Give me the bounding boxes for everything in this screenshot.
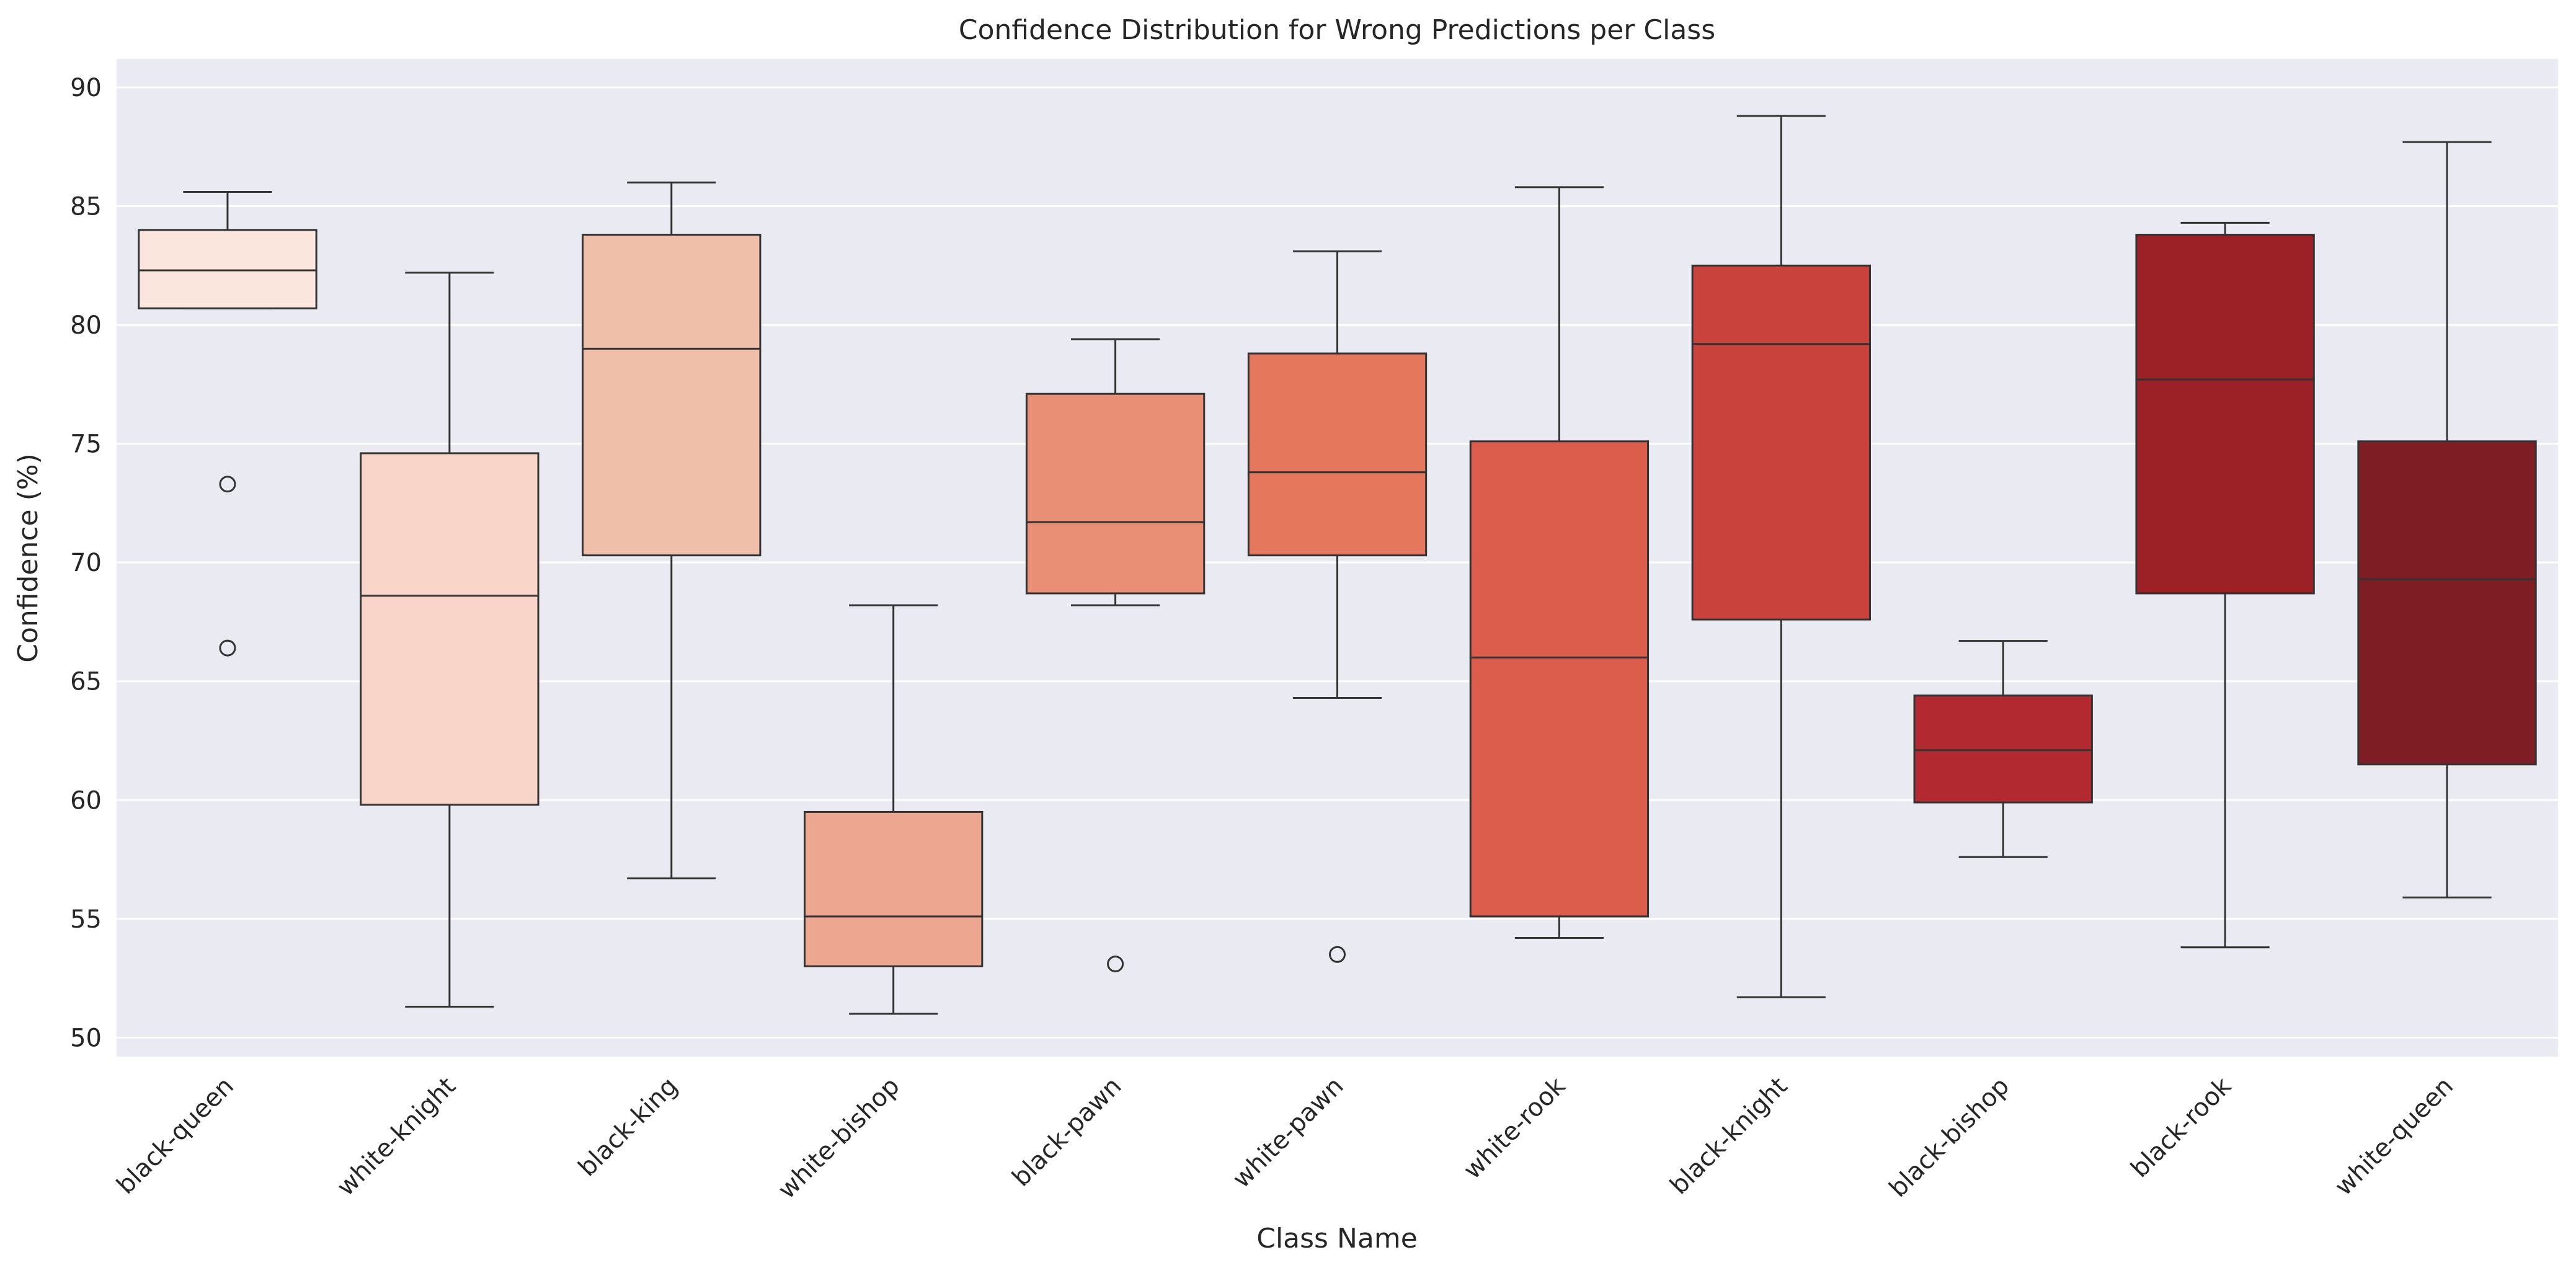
y-tick-label: 65	[70, 668, 102, 696]
iqr-box	[1247, 352, 1428, 557]
box-white-knight	[360, 272, 540, 1008]
outlier-point	[219, 476, 236, 493]
x-tick-labels: black-queen white-knight black-king white-b…	[112, 1071, 2459, 1204]
box-white-rook	[1469, 186, 1650, 939]
x-axis-title: Class Name	[1256, 1223, 1418, 1254]
x-tick-label: black-pawn	[1007, 1072, 1127, 1192]
x-tick-label: white-knight	[332, 1072, 461, 1202]
outlier-point	[1107, 956, 1124, 973]
y-tick-label: 80	[70, 311, 102, 340]
iqr-box	[1913, 694, 2093, 804]
iqr-box	[1691, 264, 1871, 621]
iqr-box	[2135, 233, 2315, 595]
box-black-bishop	[1913, 640, 2093, 858]
iqr-box	[582, 233, 762, 557]
x-tick-label: white-bishop	[773, 1072, 905, 1205]
y-tick-label: 75	[70, 430, 102, 459]
iqr-box	[1025, 393, 1206, 595]
x-tick-label: black-rook	[2125, 1071, 2237, 1183]
box-black-rook	[2135, 221, 2315, 949]
y-tick-labels: 50 55 60 65 70 75 80 85 90	[70, 74, 102, 1052]
x-tick-label: white-rook	[1458, 1071, 1571, 1185]
iqr-box	[138, 229, 318, 309]
x-tick-label: white-queen	[2329, 1072, 2459, 1202]
box-white-queen	[2357, 141, 2537, 898]
iqr-box	[2357, 440, 2537, 766]
y-tick-label: 90	[70, 74, 102, 102]
iqr-box	[1469, 440, 1650, 918]
box-black-knight	[1691, 115, 1871, 998]
outlier-point	[1329, 946, 1346, 963]
boxes	[138, 115, 2537, 1015]
y-axis-title: Confidence (%)	[12, 453, 44, 663]
x-tick-label: white-pawn	[1227, 1072, 1349, 1194]
box-black-queen	[138, 191, 318, 657]
box-white-pawn	[1247, 250, 1428, 963]
y-tick-label: 50	[70, 1024, 102, 1052]
iqr-box	[360, 452, 540, 806]
x-tick-label: black-bishop	[1884, 1072, 2015, 1204]
box-black-pawn	[1025, 338, 1206, 973]
y-tick-label: 60	[70, 786, 102, 815]
iqr-box	[804, 810, 984, 967]
y-tick-label: 70	[70, 549, 102, 577]
y-tick-label: 55	[70, 905, 102, 934]
x-tick-label: black-knight	[1664, 1072, 1793, 1200]
y-tick-label: 85	[70, 193, 102, 221]
chart-title: Confidence Distribution for Wrong Predic…	[959, 14, 1715, 46]
outlier-point	[219, 639, 236, 657]
x-tick-label: black-queen	[112, 1072, 239, 1200]
box-black-king	[582, 181, 762, 880]
box-white-bishop	[804, 604, 984, 1015]
x-tick-label: black-king	[573, 1072, 683, 1182]
